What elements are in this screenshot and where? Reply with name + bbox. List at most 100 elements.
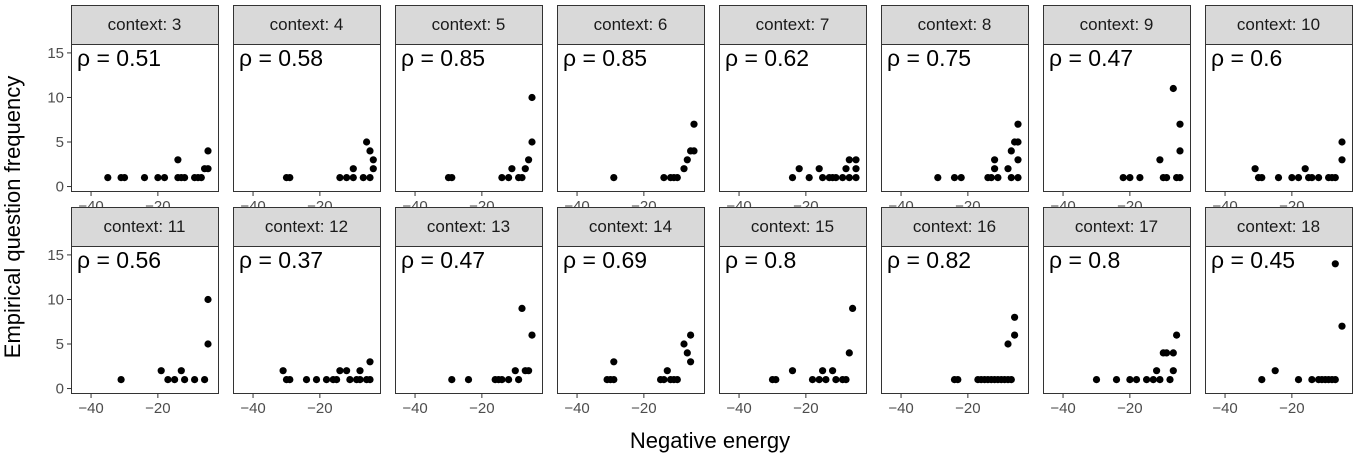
rho-annotation: ρ = 0.51	[77, 45, 161, 71]
data-point	[369, 156, 377, 164]
y-tick-label: 5	[56, 336, 64, 353]
facet-panel: context: 12 ρ = 0.37 −40 −20	[233, 207, 381, 417]
data-point	[991, 156, 999, 164]
data-point	[528, 93, 536, 102]
data-point	[991, 165, 999, 173]
rho-prefix: ρ =	[401, 247, 440, 273]
rho-annotation: ρ = 0.8	[1049, 247, 1120, 273]
data-point	[1331, 260, 1339, 268]
data-point	[1169, 349, 1177, 357]
facet-strip	[395, 207, 543, 247]
x-tick-label: −40	[402, 400, 427, 417]
data-point	[934, 174, 942, 182]
rho-prefix: ρ =	[239, 45, 278, 71]
facet-strip-label: context: 3	[108, 15, 182, 34]
data-point	[673, 376, 681, 384]
rho-annotation: ρ = 0.62	[725, 45, 809, 71]
rho-value: 0.47	[1088, 45, 1133, 71]
data-point	[521, 165, 529, 173]
data-point	[1014, 156, 1022, 164]
facet-panel: context: 15 ρ = 0.8 −40 −20	[719, 207, 867, 417]
facet-panel: context: 7ρ = 0.62−40 −20	[719, 5, 867, 215]
data-point	[366, 147, 374, 155]
facet-plot-area	[233, 246, 381, 394]
rho-value: 0.47	[440, 247, 485, 273]
data-point	[1149, 376, 1157, 384]
x-tick-label: −40	[888, 400, 913, 417]
data-point	[1258, 376, 1266, 384]
data-point	[795, 165, 803, 173]
facet-strip	[881, 5, 1029, 45]
data-point	[369, 165, 377, 173]
data-point	[1112, 376, 1121, 384]
x-tick-label: −20	[307, 400, 332, 417]
data-point	[1173, 331, 1181, 339]
x-tick-label: −40	[1050, 400, 1075, 417]
data-point	[174, 156, 182, 164]
facet-strip	[1205, 5, 1353, 45]
data-point	[1014, 138, 1022, 146]
data-point	[528, 331, 536, 339]
data-point	[660, 376, 668, 384]
data-point	[1014, 120, 1022, 128]
data-point	[1294, 174, 1303, 182]
facet-strip-label: context: 5	[432, 15, 506, 34]
data-point	[994, 174, 1002, 182]
facet-strip-label: context: 8	[918, 15, 992, 34]
data-point	[1176, 120, 1184, 128]
data-point	[852, 165, 860, 173]
rho-value: 0.85	[440, 45, 485, 71]
data-point	[610, 376, 618, 384]
rho-value: 0.6	[1250, 45, 1282, 71]
data-point	[204, 147, 212, 155]
rho-prefix: ρ =	[563, 247, 602, 273]
facet-plot-area	[719, 44, 867, 192]
data-point	[1092, 376, 1101, 384]
data-point	[1166, 376, 1174, 384]
data-point	[1331, 174, 1339, 182]
data-point	[832, 174, 840, 182]
data-point	[302, 376, 311, 384]
data-point	[673, 174, 681, 182]
y-tick-label: 0	[56, 381, 64, 398]
facet-panel: context: 11 ρ = 0.56 −40 −20 0 5 10 15	[47, 207, 219, 417]
data-point	[842, 376, 850, 384]
data-point	[815, 165, 823, 173]
data-point	[511, 367, 519, 375]
data-point	[160, 174, 169, 182]
data-point	[690, 120, 698, 128]
data-point	[1308, 174, 1316, 182]
facet-plot-area	[557, 246, 705, 394]
rho-prefix: ρ =	[887, 45, 926, 71]
data-point	[322, 376, 331, 384]
data-point	[177, 367, 185, 375]
facet-strip	[233, 5, 381, 45]
data-point	[359, 174, 367, 182]
data-point	[518, 174, 526, 182]
data-point	[1004, 340, 1012, 348]
facet-strip-label: context: 17	[1075, 217, 1158, 236]
facet-strip	[557, 5, 705, 45]
data-point	[333, 376, 341, 384]
data-point	[505, 174, 513, 182]
data-point	[286, 174, 294, 182]
data-point	[343, 174, 351, 182]
rho-value: 0.58	[278, 45, 323, 71]
facet-panels: context: 3 ρ = 0.51 −40 −20 0 5 10 15 context: 4…	[47, 5, 1353, 417]
data-point	[819, 174, 827, 182]
data-point	[1315, 174, 1323, 182]
facet-strip-label: context: 15	[751, 217, 834, 236]
data-point	[448, 376, 456, 384]
data-point	[1169, 84, 1177, 93]
rho-value: 0.45	[1250, 247, 1295, 273]
facet-plot-area	[1043, 246, 1191, 394]
facet-plot-area	[1205, 246, 1353, 394]
data-point	[1338, 322, 1346, 330]
data-point	[197, 174, 205, 182]
x-tick-label: −20	[1279, 400, 1304, 417]
rho-annotation: ρ = 0.37	[239, 247, 323, 273]
x-tick-label: −40	[726, 400, 751, 417]
rho-prefix: ρ =	[77, 45, 116, 71]
data-point	[772, 376, 780, 384]
